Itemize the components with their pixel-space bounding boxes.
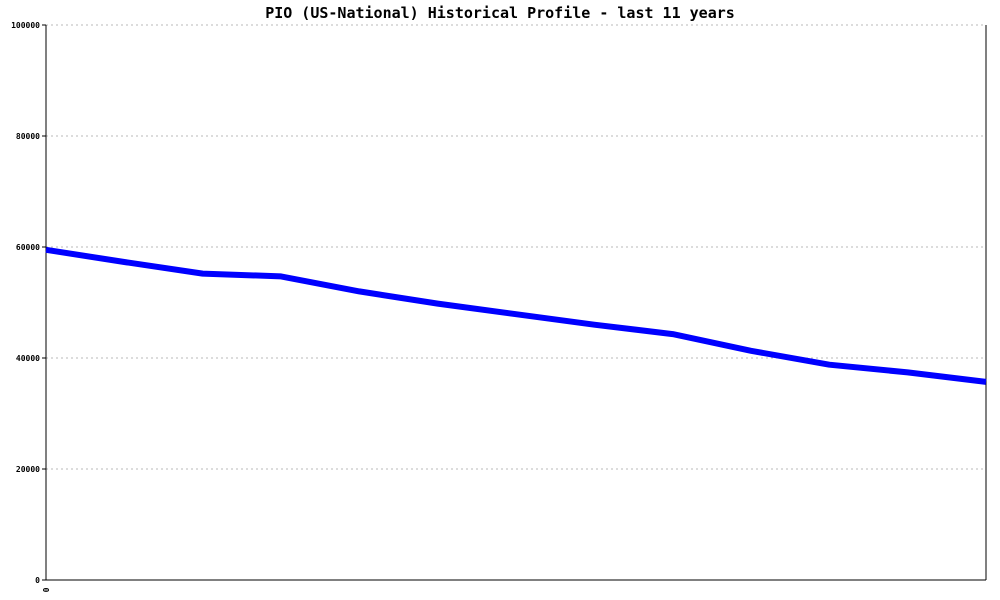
y-tick-label: 40000 [16, 354, 40, 363]
series-layer [45, 246, 987, 385]
y-tick-label: 60000 [16, 243, 40, 252]
y-tick-label: 80000 [16, 132, 40, 141]
x-tick-label: 0 [42, 587, 51, 592]
series-line [45, 246, 987, 385]
y-tick-label: 0 [35, 576, 40, 585]
grid-lines [46, 24, 986, 470]
y-tick-label: 100000 [11, 21, 40, 30]
x-axis-tick-labels: 0 [42, 587, 51, 592]
axes [42, 24, 987, 581]
y-axis-tick-labels: 0 20000 40000 60000 80000 100000 [11, 21, 40, 585]
y-tick-label: 20000 [16, 465, 40, 474]
chart-title: PIO (US-National) Historical Profile - l… [265, 4, 735, 22]
